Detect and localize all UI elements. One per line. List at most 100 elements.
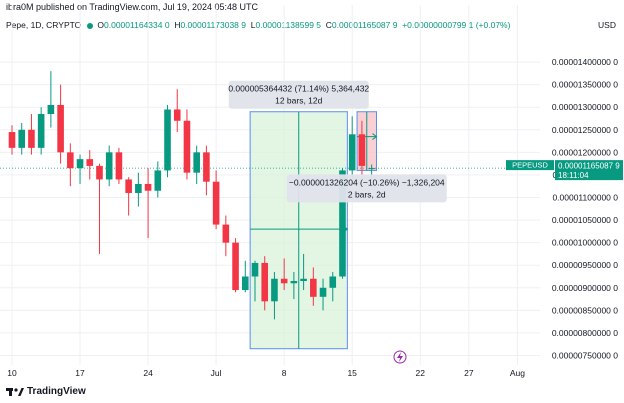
ohlc-legend: Pepe, 1D, CRYPTO O0.00001164334 0 H0.000… <box>6 20 510 30</box>
candle-body[interactable] <box>300 278 307 282</box>
candle-body[interactable] <box>241 276 249 291</box>
candle-body[interactable] <box>57 104 64 153</box>
y-tick-label: 0.00000950000 0 <box>552 260 618 270</box>
high-label: H <box>174 20 181 30</box>
y-tick-label: 0.00001300000 0 <box>552 102 618 112</box>
candle-body[interactable] <box>251 262 259 277</box>
candle-body[interactable] <box>329 276 337 288</box>
price-tag-value-bg <box>555 160 623 181</box>
range-measure-up[interactable] <box>249 111 349 350</box>
candle-body[interactable] <box>18 129 26 148</box>
price-tag-countdown: 18:11:04 <box>558 171 589 180</box>
candle-body[interactable] <box>310 278 317 297</box>
lightning-icon-bolt <box>397 352 403 362</box>
x-tick-label: 8 <box>282 368 287 378</box>
high-value: 0.00001173038 9 <box>180 20 247 30</box>
candle-body[interactable] <box>261 262 269 302</box>
x-tick-label: 17 <box>75 368 85 378</box>
range-measure-down-label-line1: −0.000001326204 (−10.26%) −1,326,204 <box>289 177 445 187</box>
candle-body[interactable] <box>222 224 230 243</box>
candle-body[interactable] <box>203 152 210 182</box>
footer-brand: TradingView <box>27 386 86 397</box>
range-measure-up-label-line2: 12 bars, 12d <box>275 96 323 106</box>
candle-body[interactable] <box>144 183 152 191</box>
candle-body[interactable] <box>173 109 181 121</box>
candle-body[interactable] <box>125 179 132 193</box>
candle-body[interactable] <box>37 113 45 148</box>
candle-body[interactable] <box>135 183 142 193</box>
candle-body[interactable] <box>212 181 220 225</box>
candle-body[interactable] <box>280 278 288 284</box>
range-measure-down-arrowhead-icon <box>372 133 378 140</box>
range-measure-down-label: −0.000001326204 (−10.26%) −1,326,204 2 ba… <box>286 174 447 203</box>
price-tag-value: 0.00001165087 9 <box>558 162 620 171</box>
candle-body[interactable] <box>115 152 123 180</box>
candle-body[interactable] <box>368 168 375 170</box>
low-value: 0.00001138599 5 <box>255 20 322 30</box>
x-tick-label: 24 <box>143 368 153 378</box>
candle-body[interactable] <box>319 287 327 297</box>
publisher-byline: ibra0M published on TradingView.com, Jul… <box>6 2 258 12</box>
candle-body[interactable] <box>193 152 200 173</box>
x-tick-label: Jul <box>211 368 222 378</box>
symbol-label: Pepe, 1D, CRYPTO <box>6 20 82 30</box>
range-measure-up-label-line1: 0.000005364432 (71.14%) 5,364,432 <box>228 84 369 94</box>
candle-body[interactable] <box>96 165 103 180</box>
price-tag: PEPEUSD 0.00001165087 918:11:04 <box>506 160 623 181</box>
y-tick-label: 0.00001250000 0 <box>552 125 618 135</box>
tradingview-footer: TradingView <box>6 386 86 397</box>
lightning-icon[interactable] <box>393 350 407 364</box>
y-tick-label: 0.00000900000 0 <box>552 283 618 293</box>
y-axis[interactable]: 0.00001400000 0 0.00001350000 0 0.00001300… <box>552 57 618 360</box>
x-tick-label: 10 <box>7 368 17 378</box>
candles <box>8 71 375 320</box>
candle-body[interactable] <box>47 104 55 114</box>
range-measure-up-label-bg <box>228 80 369 109</box>
chart-header: ibra0M published on TradingView.com, Jul… <box>0 0 624 14</box>
y-tick-label: 0.00000850000 0 <box>552 305 618 315</box>
close-value: 0.00001165087 9 <box>331 20 398 30</box>
status-dot-icon <box>86 22 93 29</box>
range-measure-up-label: 0.000005364432 (71.14%) 5,364,432 12 bars… <box>228 80 369 109</box>
x-tick-label: 15 <box>347 368 357 378</box>
candle-body[interactable] <box>358 134 366 166</box>
open-value: 0.00001164334 0 <box>104 20 170 30</box>
price-tag-symbol-bg <box>506 160 554 171</box>
x-axis[interactable]: 10 17 24 Jul 8 15 22 27 Aug <box>7 368 525 378</box>
x-tick-label: 27 <box>464 368 474 378</box>
y-tick-label: 0.00001100000 0 <box>552 193 618 203</box>
y-tick-label: 0.00001350000 0 <box>552 80 618 90</box>
close-label: C <box>325 20 332 30</box>
candle-body[interactable] <box>76 159 84 169</box>
price-tag-symbol: PEPEUSD <box>512 161 548 170</box>
tradingview-logo-icon <box>6 387 24 396</box>
currency-label[interactable]: USD <box>598 20 616 30</box>
candle-body[interactable] <box>290 281 298 284</box>
low-label: L <box>250 20 256 30</box>
y-tick-label: 0.00001400000 0 <box>552 57 618 67</box>
change-value: +0.00000000799 1 (+0.07%) <box>402 20 511 30</box>
open-label: O <box>97 20 105 30</box>
x-tick-label: Aug <box>510 368 525 378</box>
candle-body[interactable] <box>271 278 278 302</box>
candle-body[interactable] <box>8 132 16 148</box>
candle-body[interactable] <box>28 129 35 148</box>
candle-body[interactable] <box>183 120 191 173</box>
x-tick-label: 22 <box>416 368 426 378</box>
range-measure-down-label-bg <box>286 174 447 203</box>
candle-body[interactable] <box>164 109 171 171</box>
candle-body[interactable] <box>67 152 74 169</box>
y-tick-label: 0.00000750000 0 <box>552 350 618 360</box>
candle-body[interactable] <box>105 152 113 180</box>
candle-body[interactable] <box>86 159 94 166</box>
y-tick-label: 0.00000800000 0 <box>552 328 618 338</box>
y-tick-label: 0.00001050000 0 <box>552 215 618 225</box>
candle-body[interactable] <box>232 242 239 291</box>
y-tick-label: 0.00001000000 0 <box>552 238 618 248</box>
candle-body[interactable] <box>339 170 346 277</box>
candle-body[interactable] <box>348 134 356 171</box>
range-measure-down-label-line2: 2 bars, 2d <box>348 189 386 199</box>
y-tick-label: 0.00001200000 0 <box>552 147 618 157</box>
candle-body[interactable] <box>154 170 162 191</box>
